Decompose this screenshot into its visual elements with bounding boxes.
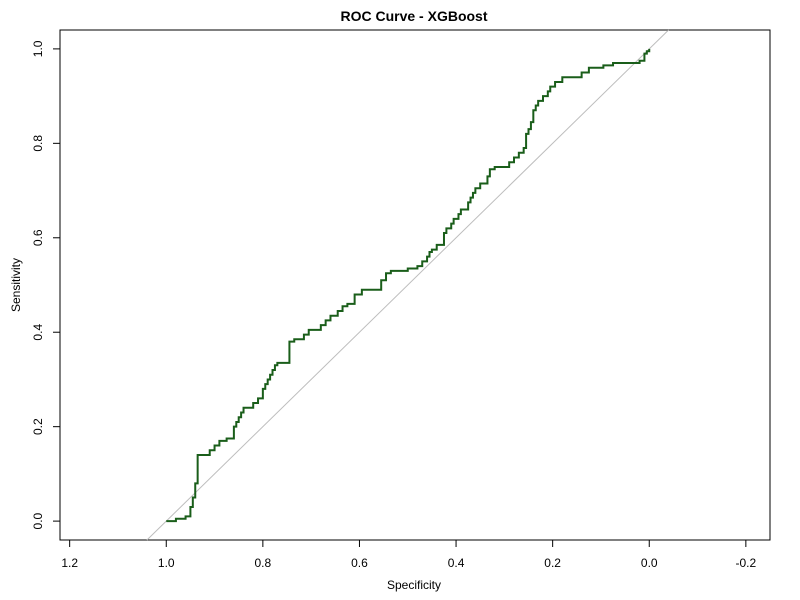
x-tick-label: 1.2 <box>61 556 78 570</box>
y-tick-label: 1.0 <box>31 40 45 57</box>
plot-frame <box>59 29 771 541</box>
x-tick-label: 0.4 <box>448 556 465 570</box>
reference-diagonal-line <box>146 29 669 541</box>
y-tick-label: 0.6 <box>31 229 45 246</box>
chart-title: ROC Curve - XGBoost <box>340 8 487 24</box>
x-tick-label: 0.6 <box>351 556 368 570</box>
y-tick-label: 0.8 <box>31 135 45 152</box>
x-tick-label: 0.2 <box>544 556 561 570</box>
y-axis-ticks: 0.0 0.2 0.4 0.6 0.8 1.0 <box>31 40 60 529</box>
x-tick-label: 0.8 <box>255 556 272 570</box>
y-tick-label: 0.4 <box>31 324 45 341</box>
y-tick-label: 0.2 <box>31 418 45 435</box>
x-tick-label: 1.0 <box>158 556 175 570</box>
y-tick-label: 0.0 <box>31 512 45 529</box>
x-tick-label: 0.0 <box>641 556 658 570</box>
series-group <box>166 48 651 523</box>
x-axis-label: Specificity <box>387 578 441 592</box>
x-axis-ticks: 1.2 1.0 0.8 0.6 0.4 0.2 0.0 -0.2 <box>61 540 757 570</box>
y-axis-label: Sensitivity <box>9 258 23 312</box>
roc-curve-line <box>166 48 651 523</box>
x-tick-label: -0.2 <box>736 556 757 570</box>
